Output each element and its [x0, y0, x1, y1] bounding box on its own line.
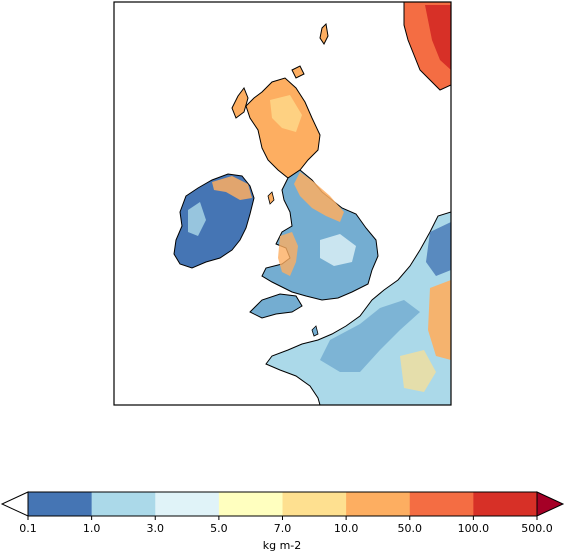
norway-interior: [425, 5, 451, 70]
colorbar-tick-label: 50.0: [398, 522, 423, 535]
wales-orange: [278, 232, 298, 276]
ireland-landmass: [173, 173, 255, 269]
south-england-highlights: [320, 234, 356, 266]
ireland-north-orange: [212, 176, 252, 200]
colorbar-tick-label: 1.0: [83, 522, 101, 535]
colorbar-tick-label: 3.0: [147, 522, 165, 535]
continent-yellow: [400, 350, 436, 392]
colorbar-ticks: 0.1 1.0 3.0 5.0 7.0 10.0 50.0 100.0 500.0: [19, 516, 553, 535]
shetland: [319, 22, 329, 45]
colorbar-segment: [409, 492, 474, 516]
colorbar-segment: [282, 492, 347, 516]
continent-orange: [428, 280, 451, 360]
colorbar-segment: [155, 492, 220, 516]
north-england-orange: [294, 172, 344, 222]
continent-blue: [320, 300, 420, 372]
cornwall-devon: [249, 293, 303, 319]
ireland-west-light: [188, 202, 206, 236]
colorbar-tick-label: 100.0: [458, 522, 490, 535]
colorbar-segments: [28, 492, 538, 516]
channel-island: [311, 325, 319, 337]
colorbar-segment: [473, 492, 538, 516]
continent-north-dark: [426, 222, 451, 276]
colorbar-tick-label: 7.0: [274, 522, 292, 535]
scotland-highlands: [270, 95, 302, 132]
colorbar-tick-label: 500.0: [521, 522, 553, 535]
map-panel: [113, 1, 452, 406]
colorbar: 0.1 1.0 3.0 5.0 7.0 10.0 50.0 100.0 500.0 kg m-2: [0, 491, 565, 552]
colorbar-segment: [218, 492, 283, 516]
colorbar-over-triangle: [536, 491, 565, 517]
isle-of-man: [267, 191, 275, 205]
colorbar-tick-label: 10.0: [334, 522, 359, 535]
colorbar-units-label: kg m-2: [263, 539, 302, 552]
colorbar-segment: [346, 492, 411, 516]
colorbar-tick-label: 5.0: [210, 522, 228, 535]
colorbar-segment: [28, 492, 93, 516]
colorbar-tick-label: 0.1: [19, 522, 37, 535]
map-frame: [113, 1, 452, 406]
colorbar-segment: [91, 492, 156, 516]
colorbar-under-triangle: [0, 491, 29, 517]
hebrides: [231, 86, 249, 119]
orkney: [291, 65, 305, 79]
